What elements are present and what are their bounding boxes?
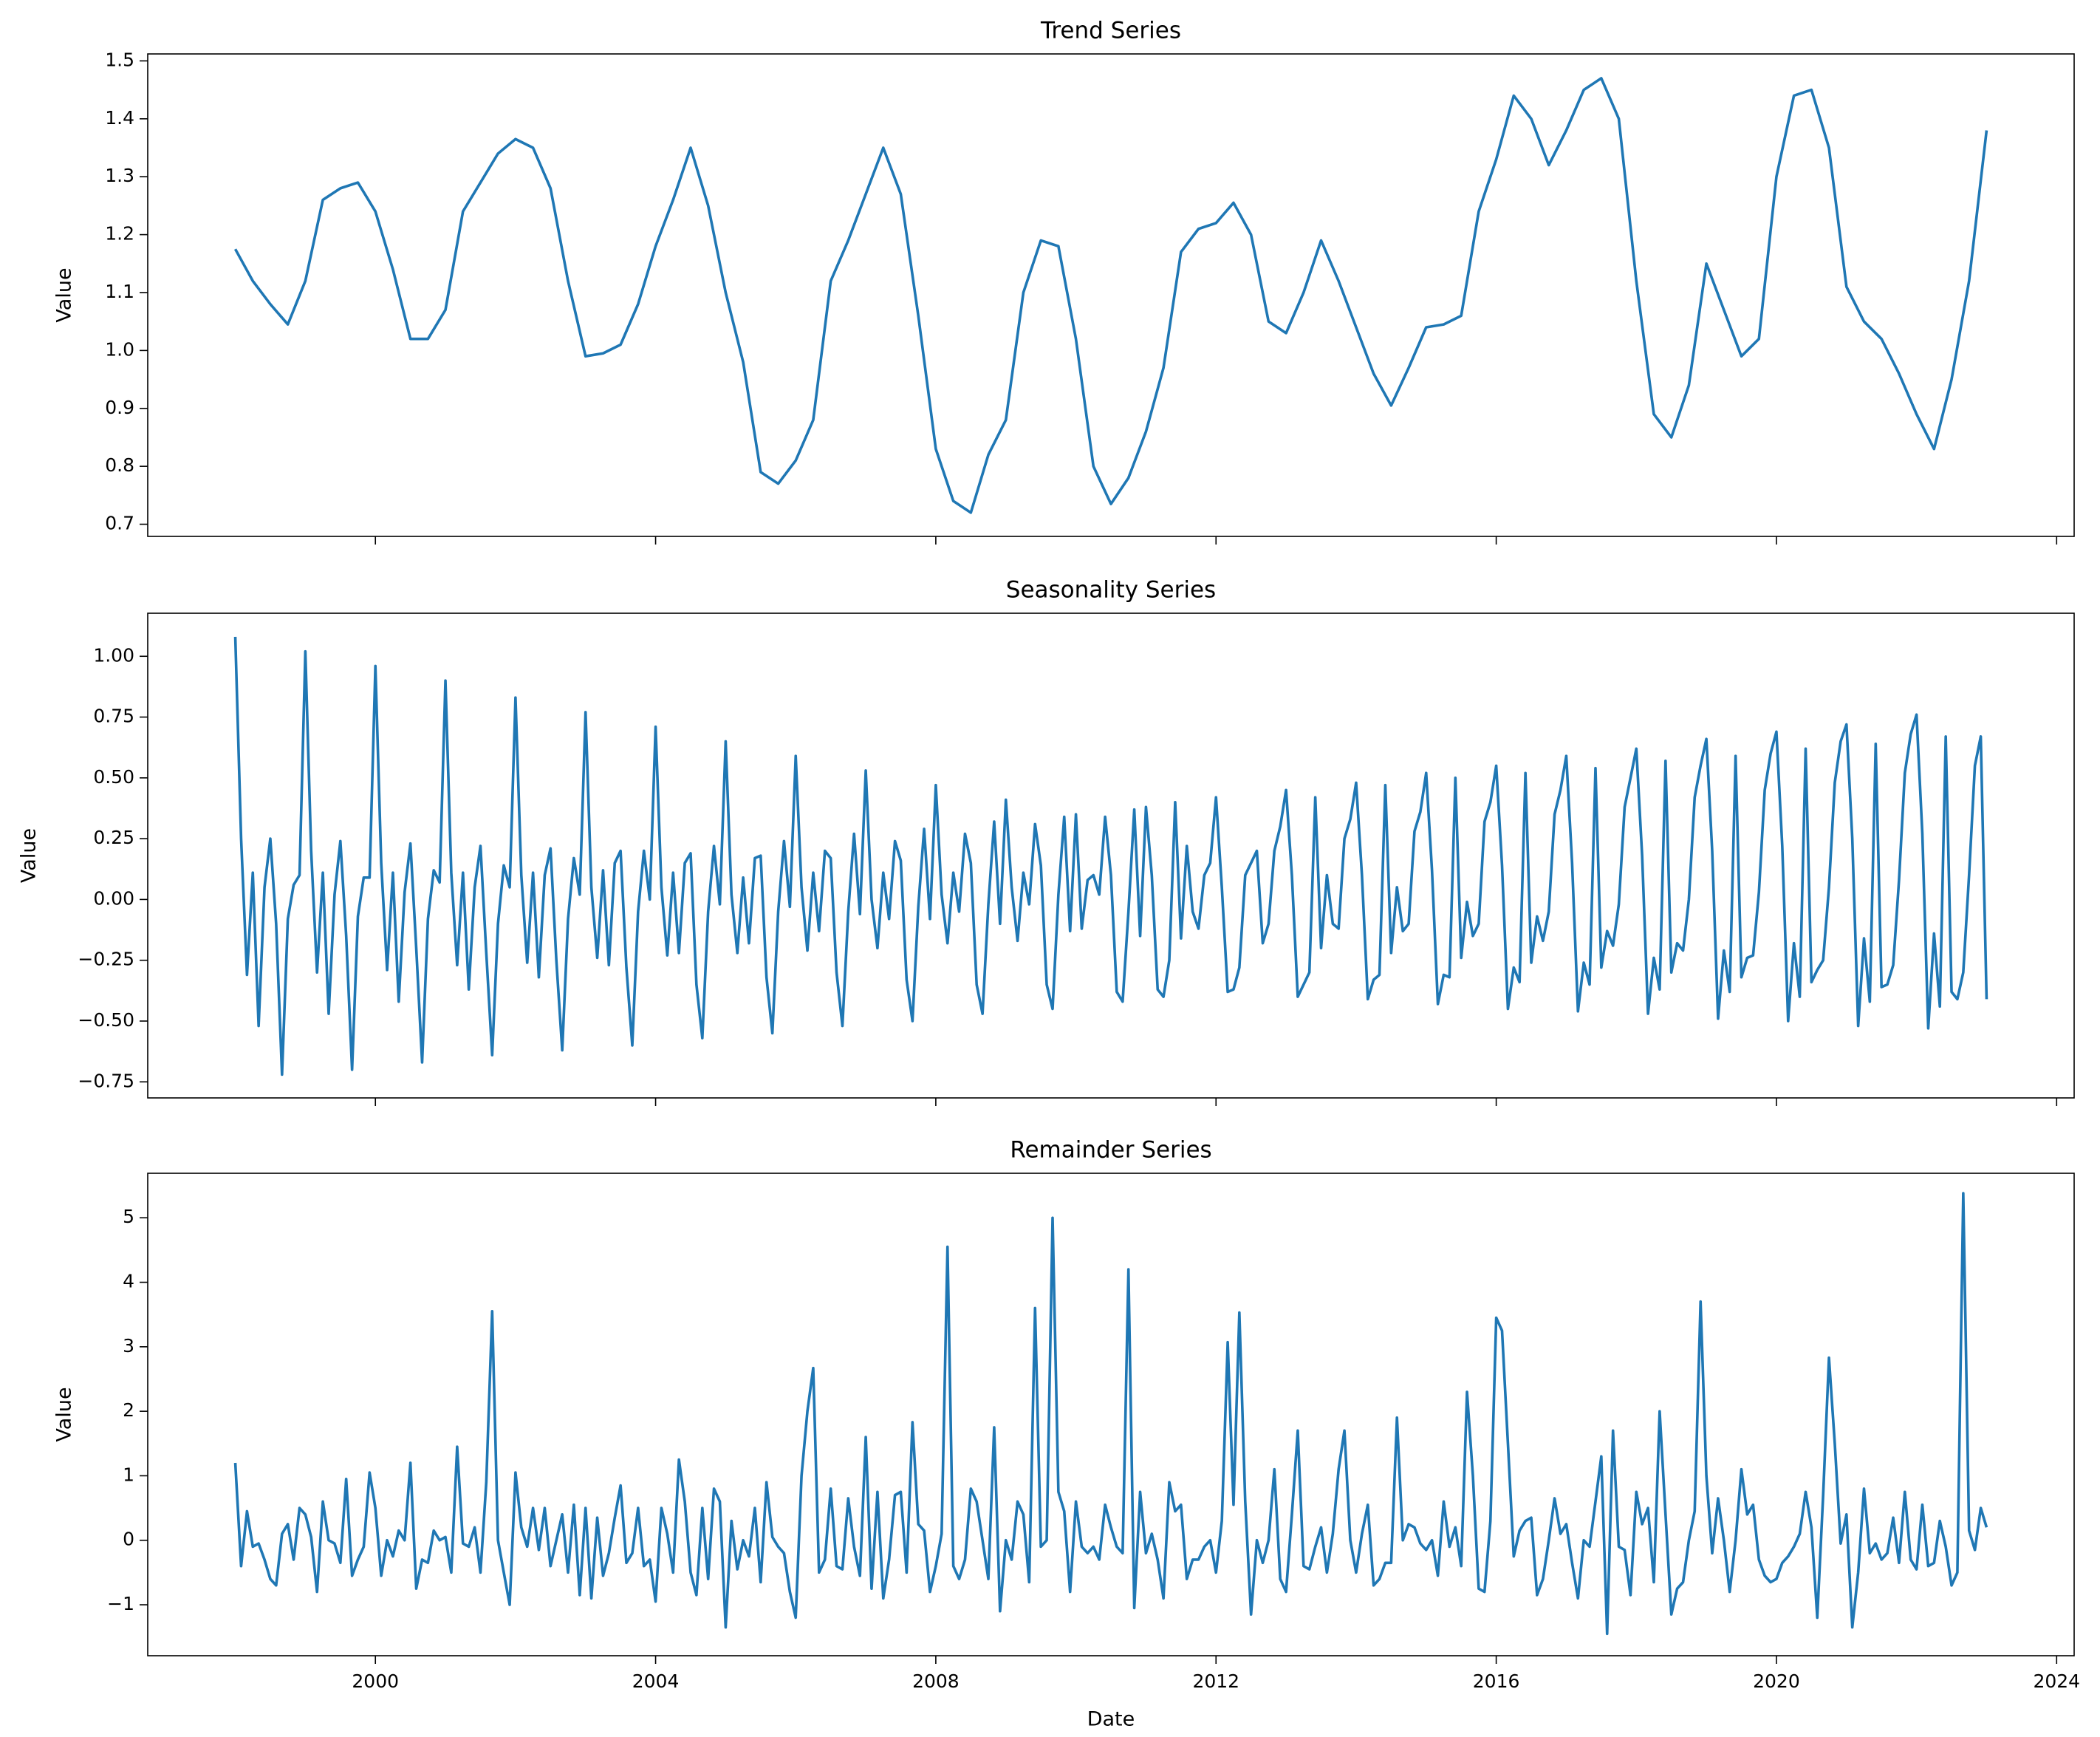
y-tick-label: 0 (123, 1529, 134, 1550)
y-tick-label: 0.75 (93, 706, 134, 727)
y-tick-label: 1.00 (93, 644, 134, 666)
series-line (233, 1192, 1988, 1636)
x-tick-label: 2024 (2033, 1671, 2080, 1692)
x-tick-label: 2020 (1753, 1671, 1800, 1692)
y-tick-label: 1.5 (105, 49, 134, 70)
y-tick-label: 0.25 (93, 827, 134, 848)
series-line (233, 77, 1988, 514)
x-tick-label: 2000 (352, 1671, 399, 1692)
axes-frame (147, 612, 2075, 1099)
y-tick-label: 1.1 (105, 281, 134, 302)
x-tick-label: 2004 (632, 1671, 680, 1692)
y-tick-label: −1 (107, 1593, 134, 1614)
y-tick-label: 0.9 (105, 397, 134, 418)
panel-title: Remainder Series (1010, 1137, 1211, 1164)
panel-title: Trend Series (1040, 18, 1181, 44)
y-tick-label: 0.7 (105, 513, 134, 534)
axes-frame (147, 53, 2075, 537)
y-tick-label: 4 (123, 1271, 134, 1292)
y-tick-label: 0.8 (105, 454, 134, 476)
y-tick-label: −0.50 (78, 1009, 134, 1031)
y-tick-label: 1 (123, 1464, 134, 1485)
y-tick-label: 3 (123, 1335, 134, 1357)
y-tick-label: 1.0 (105, 338, 134, 360)
y-axis-label: Value (53, 267, 76, 322)
panel-title: Seasonality Series (1006, 577, 1216, 604)
axes-frame (147, 1173, 2075, 1656)
y-tick-label: 1.3 (105, 165, 134, 186)
y-tick-label: 0.00 (93, 887, 134, 909)
x-axis-label: Date (1087, 1708, 1135, 1731)
y-tick-label: 1.2 (105, 223, 134, 245)
x-tick-label: 2016 (1473, 1671, 1520, 1692)
y-tick-label: −0.75 (78, 1070, 134, 1091)
y-tick-label: 5 (123, 1206, 134, 1227)
y-tick-label: 1.4 (105, 107, 134, 129)
series-line (233, 636, 1988, 1076)
y-axis-label: Value (18, 828, 41, 883)
x-tick-label: 2008 (912, 1671, 960, 1692)
x-tick-label: 2012 (1192, 1671, 1239, 1692)
y-tick-label: −0.25 (78, 949, 134, 970)
y-axis-label: Value (53, 1387, 76, 1441)
y-tick-label: 2 (123, 1399, 134, 1421)
y-tick-label: 0.50 (93, 766, 134, 788)
